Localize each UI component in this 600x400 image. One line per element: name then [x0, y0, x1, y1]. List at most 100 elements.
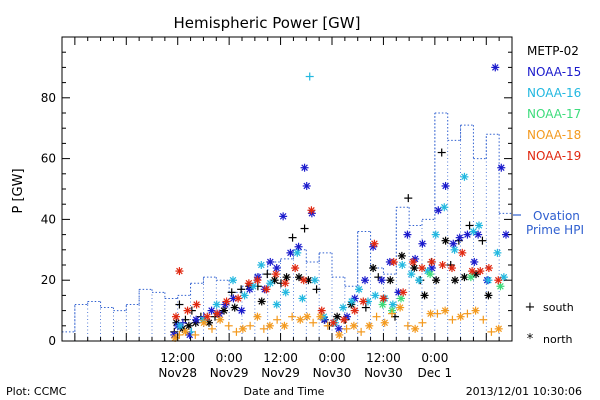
- north-point: [216, 315, 225, 324]
- north-point: [238, 324, 247, 333]
- north-point: [286, 248, 295, 257]
- north-point: [329, 318, 338, 327]
- north-point: [415, 276, 423, 285]
- south-point: [288, 312, 297, 321]
- south-point: [312, 285, 321, 294]
- y-tick-label: 80: [41, 91, 56, 105]
- series-noaa-18: [171, 303, 503, 342]
- north-point: [257, 297, 266, 306]
- series-noaa-16: [175, 72, 508, 336]
- north-point: [359, 297, 368, 306]
- north-point: [398, 261, 407, 269]
- north-point: [397, 294, 405, 303]
- south-point: [372, 312, 381, 321]
- south-point: [300, 224, 309, 233]
- north-point: [440, 203, 449, 212]
- y-tick-label: 60: [41, 152, 56, 166]
- north-point: [207, 306, 216, 315]
- x-tick-label-time: 0:00: [421, 351, 448, 365]
- north-point: [380, 318, 389, 327]
- north-point: [426, 270, 435, 279]
- south-point: [478, 236, 487, 245]
- north-point: [371, 291, 380, 300]
- plot-axes: 02040608012:00Nov280:00Nov2912:00Nov290:…: [41, 36, 513, 380]
- legend-series-label: METP-02: [527, 44, 579, 58]
- north-point: [369, 264, 378, 273]
- north-point: [333, 312, 342, 321]
- north-point: [253, 312, 262, 321]
- north-point: [377, 276, 386, 285]
- legend-series-list: METP-02 NOAA-15 NOAA-16 NOAA-17 NOAA-18 NOAA-…: [527, 44, 581, 163]
- north-point: [280, 321, 289, 330]
- north-point: [172, 312, 180, 321]
- south-point: [403, 321, 412, 330]
- north-point: [272, 264, 281, 273]
- north-point: [494, 324, 503, 333]
- marker-key-south-label: south: [543, 301, 574, 314]
- north-point: [397, 251, 406, 260]
- south-point: [465, 221, 474, 230]
- south-point: [208, 324, 216, 333]
- north-point: [378, 300, 387, 309]
- south-point: [305, 72, 314, 81]
- south-point: [273, 315, 282, 324]
- y-tick-label: 20: [41, 273, 56, 287]
- north-point: [229, 276, 237, 285]
- x-tick-label-time: 0:00: [216, 351, 243, 365]
- south-point: [388, 309, 396, 318]
- north-point: [212, 300, 221, 309]
- north-point: [257, 261, 266, 269]
- north-point: [418, 264, 426, 273]
- north-point: [298, 294, 307, 303]
- north-point: [484, 276, 493, 285]
- south-point: [357, 327, 366, 336]
- north-point: [249, 282, 258, 291]
- marker-key-north-symbol: *: [527, 332, 534, 347]
- north-point: [302, 181, 311, 190]
- north-point: [281, 279, 290, 288]
- plot-timestamp: 2013/12/01 10:30:06: [466, 385, 582, 398]
- north-point: [468, 267, 477, 276]
- south-point: [342, 324, 351, 333]
- south-point: [191, 330, 200, 339]
- north-point: [494, 276, 503, 285]
- north-point: [335, 330, 344, 339]
- south-point: [246, 321, 255, 330]
- legend-series-label: NOAA-17: [527, 107, 581, 121]
- north-point: [403, 230, 412, 239]
- north-point: [293, 248, 302, 257]
- south-point: [175, 300, 184, 309]
- north-point: [265, 321, 274, 330]
- north-point: [183, 306, 192, 315]
- legend-series-label: NOAA-15: [527, 65, 581, 79]
- north-point: [432, 276, 441, 285]
- south-point: [433, 309, 442, 318]
- north-point: [491, 63, 500, 72]
- south-point: [487, 327, 496, 336]
- north-point: [350, 306, 359, 315]
- north-point: [192, 315, 201, 324]
- north-point: [463, 230, 472, 239]
- north-point: [349, 321, 358, 330]
- north-point: [455, 233, 464, 242]
- north-point: [340, 315, 348, 324]
- north-point: [203, 312, 212, 321]
- north-point: [410, 264, 419, 273]
- north-point: [347, 297, 356, 306]
- north-point: [310, 276, 319, 285]
- north-point: [266, 279, 275, 288]
- south-point: [175, 330, 184, 339]
- north-point: [181, 327, 190, 336]
- south-point: [479, 315, 488, 324]
- north-point: [458, 248, 467, 257]
- north-point: [316, 312, 325, 321]
- north-point: [339, 303, 348, 312]
- y-axis-label: P [GW]: [11, 168, 26, 213]
- south-point: [437, 148, 446, 157]
- north-point: [420, 291, 429, 300]
- x-axis-label: Date and Time: [244, 385, 325, 398]
- north-point: [469, 227, 478, 236]
- north-point: [307, 206, 316, 215]
- north-point: [411, 324, 420, 333]
